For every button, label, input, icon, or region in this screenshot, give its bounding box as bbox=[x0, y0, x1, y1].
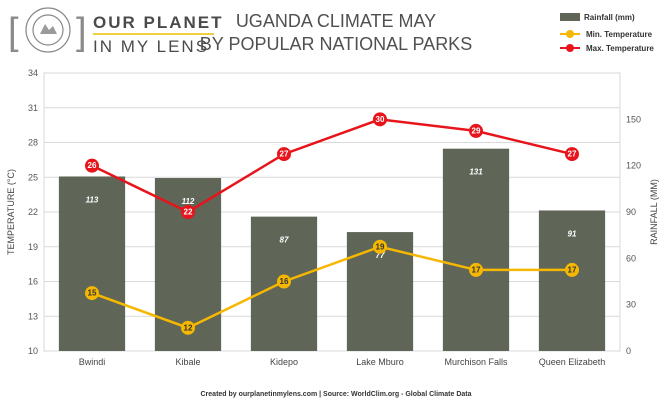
rainfall-bar-label: 112 bbox=[182, 197, 195, 206]
rainfall-bar-label: 77 bbox=[376, 251, 385, 260]
category-label: Kibale bbox=[175, 357, 200, 367]
left-tick-label: 25 bbox=[28, 172, 38, 182]
legend-rainfall-label: Rainfall (mm) bbox=[584, 13, 635, 22]
right-tick-label: 0 bbox=[626, 346, 631, 356]
logo-bracket-left: [ bbox=[8, 11, 19, 53]
temperature-point-label: 17 bbox=[472, 265, 481, 274]
legend-min-label: Min. Temperature bbox=[586, 30, 653, 39]
temperature-marker bbox=[85, 158, 99, 173]
temperature-marker bbox=[181, 320, 195, 335]
source-footer: Created by ourplanetinmylens.com | Sourc… bbox=[201, 391, 472, 398]
temperature-marker bbox=[277, 274, 291, 289]
left-tick-label: 10 bbox=[28, 346, 38, 356]
temperature-marker bbox=[85, 286, 99, 301]
rainfall-bar bbox=[442, 148, 510, 351]
temperature-point-label: 15 bbox=[88, 289, 97, 298]
left-tick-label: 19 bbox=[28, 242, 38, 252]
temperature-point-label: 30 bbox=[376, 115, 385, 124]
right-tick-label: 150 bbox=[626, 114, 641, 124]
gridlines bbox=[44, 72, 620, 352]
right-tick-label: 30 bbox=[626, 300, 636, 310]
right-axis-ticks: 0 30 60 90 120 150 bbox=[626, 114, 641, 356]
temperature-point-label: 27 bbox=[280, 150, 289, 159]
temperature-marker bbox=[469, 123, 483, 138]
temperature-marker bbox=[565, 147, 579, 162]
legend-max-label: Max. Temperature bbox=[586, 44, 654, 53]
temperature-point-label: 16 bbox=[280, 277, 289, 286]
left-axis-title: TEMPERATURE (°C) bbox=[6, 169, 16, 255]
category-label: Lake Mburo bbox=[356, 357, 404, 367]
temperature-marker bbox=[373, 239, 387, 254]
chart-title-line2: BY POPULAR NATIONAL PARKS bbox=[200, 34, 472, 54]
category-label: Bwindi bbox=[79, 357, 106, 367]
left-axis-ticks: 10 13 16 19 22 25 28 31 34 bbox=[28, 68, 38, 356]
category-label: Queen Elizabeth bbox=[539, 357, 606, 367]
temperature-marker bbox=[469, 262, 483, 277]
logo-line1: OUR PLANET bbox=[93, 13, 224, 32]
chart-title-line1: UGANDA CLIMATE MAY bbox=[236, 11, 436, 31]
category-label: Murchison Falls bbox=[444, 357, 508, 367]
rainfall-bar-label: 113 bbox=[86, 195, 99, 204]
temperature-point-label: 26 bbox=[88, 161, 97, 170]
temperature-marker bbox=[565, 262, 579, 277]
temperature-point-label: 19 bbox=[376, 242, 385, 251]
legend-rainfall-swatch bbox=[560, 13, 580, 21]
temperature-series-line bbox=[91, 245, 572, 330]
legend-max-marker bbox=[566, 44, 574, 52]
right-tick-label: 90 bbox=[626, 207, 636, 217]
rainfall-bar-label: 131 bbox=[469, 168, 483, 177]
mountain-icon bbox=[40, 24, 57, 34]
temperature-marker bbox=[373, 112, 387, 127]
rainfall-bar-label: 91 bbox=[568, 229, 577, 238]
category-labels: Bwindi Kibale Kidepo Lake Mburo Murchison Fa… bbox=[79, 357, 606, 367]
temperature-lines: 15 12 16 19 17 17 26 22 27 30 29 27 bbox=[85, 112, 579, 335]
category-label: Kidepo bbox=[270, 357, 298, 367]
right-tick-label: 120 bbox=[626, 161, 641, 171]
logo-ring-outer bbox=[25, 7, 71, 53]
left-tick-label: 22 bbox=[28, 207, 38, 217]
logo-ring-inner bbox=[32, 14, 64, 46]
logo: [ ] OUR PLANET IN MY LENS bbox=[8, 7, 224, 56]
logo-line2: IN MY LENS bbox=[93, 37, 209, 56]
rainfall-bar-label: 87 bbox=[280, 236, 289, 245]
left-tick-label: 16 bbox=[28, 277, 38, 287]
left-tick-label: 28 bbox=[28, 138, 38, 148]
rainfall-bar bbox=[538, 210, 606, 351]
legend-min-marker bbox=[566, 30, 574, 38]
left-tick-label: 31 bbox=[28, 103, 38, 113]
logo-bracket-right: ] bbox=[76, 11, 87, 53]
temperature-marker bbox=[277, 147, 291, 162]
left-tick-label: 34 bbox=[28, 68, 38, 78]
legend: Rainfall (mm) Min. Temperature Max. Temp… bbox=[560, 13, 654, 53]
temperature-series-line bbox=[91, 118, 573, 214]
temperature-point-label: 29 bbox=[472, 126, 481, 135]
rainfall-bar bbox=[58, 176, 126, 351]
left-tick-label: 13 bbox=[28, 311, 38, 321]
temperature-point-label: 22 bbox=[184, 208, 193, 217]
right-axis-title: RAINFALL (MM) bbox=[649, 179, 659, 245]
right-tick-label: 60 bbox=[626, 253, 636, 263]
rainfall-bars: 113 112 87 77 131 91 bbox=[58, 148, 606, 351]
temperature-point-label: 17 bbox=[568, 265, 577, 274]
temperature-point-label: 27 bbox=[568, 150, 577, 159]
temperature-point-label: 12 bbox=[184, 323, 193, 332]
temperature-marker bbox=[181, 205, 195, 219]
